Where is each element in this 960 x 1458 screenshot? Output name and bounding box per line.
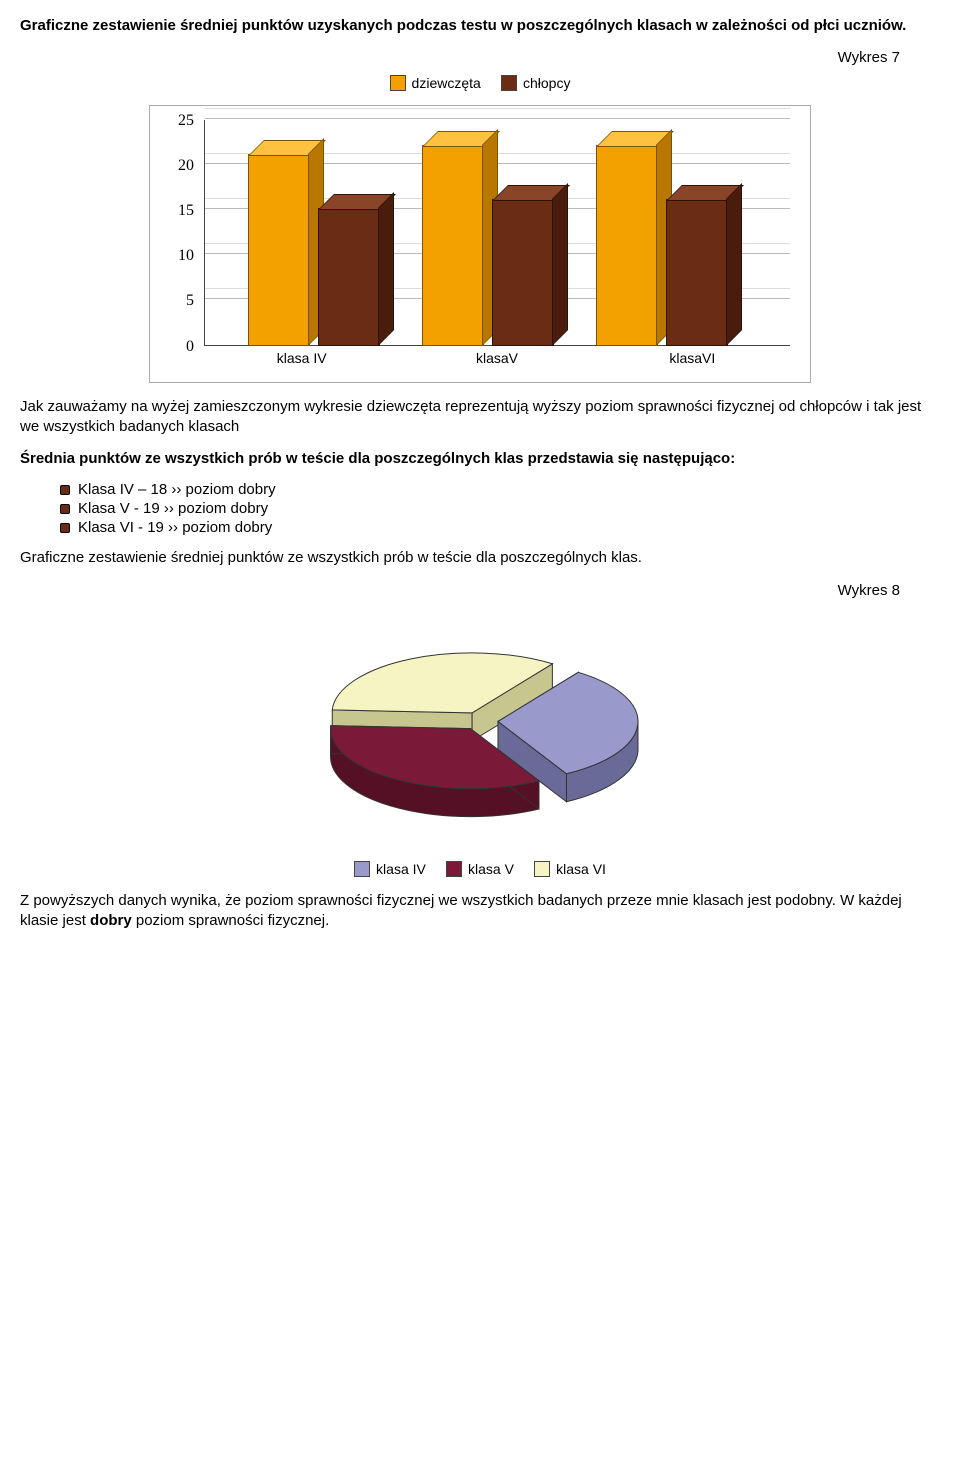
legend-item-klasa4: klasa IV	[354, 861, 426, 877]
pie-chart	[240, 621, 720, 845]
legend-item-dziewczeta: dziewczęta	[390, 75, 481, 91]
bar	[422, 147, 482, 346]
legend-label: klasa IV	[376, 861, 426, 877]
legend-item-klasa5: klasa V	[446, 861, 514, 877]
legend-item-chlopcy: chłopcy	[501, 75, 570, 91]
legend-item-klasa6: klasa VI	[534, 861, 606, 877]
bullet-list: Klasa IV – 18 ›› poziom dobry Klasa V - …	[60, 481, 940, 536]
x-label: klasaV	[399, 350, 594, 376]
bar	[596, 147, 656, 346]
legend-swatch-icon	[390, 75, 406, 91]
legend-swatch-icon	[354, 861, 370, 877]
paragraph-after-bar: Jak zauważamy na wyżej zamieszczonym wyk…	[20, 397, 940, 438]
bar-chart: 0510152025 klasa IV klasaV klasaVI	[149, 105, 811, 383]
legend-swatch-icon	[446, 861, 462, 877]
bar	[492, 201, 552, 346]
legend-label: chłopcy	[523, 75, 570, 91]
paragraph-before-pie: Graficzne zestawienie średniej punktów z…	[20, 548, 940, 568]
legend-label: klasa VI	[556, 861, 606, 877]
x-label: klasa IV	[204, 350, 399, 376]
page-title: Graficzne zestawienie średniej punktów u…	[20, 16, 940, 36]
list-item: Klasa IV – 18 ›› poziom dobry	[60, 481, 940, 498]
list-item: Klasa V - 19 ›› poziom dobry	[60, 500, 940, 517]
bar	[248, 156, 308, 346]
avg-heading: Średnia punktów ze wszystkich prób w teś…	[20, 449, 940, 469]
legend-swatch-icon	[534, 861, 550, 877]
bar-legend: dziewczęta chłopcy	[20, 75, 940, 95]
legend-label: klasa V	[468, 861, 514, 877]
paragraph-conclusion: Z powyższych danych wynika, że poziom sp…	[20, 891, 940, 932]
pie-legend: klasa IV klasa V klasa VI	[20, 861, 940, 881]
wykres7-label: Wykres 7	[20, 48, 900, 68]
legend-swatch-icon	[501, 75, 517, 91]
legend-label: dziewczęta	[412, 75, 481, 91]
list-item: Klasa VI - 19 ›› poziom dobry	[60, 519, 940, 536]
bar	[666, 201, 726, 346]
wykres8-label: Wykres 8	[20, 581, 900, 601]
bar	[318, 210, 378, 346]
x-label: klasaVI	[595, 350, 790, 376]
bold-word: dobry	[90, 912, 132, 929]
